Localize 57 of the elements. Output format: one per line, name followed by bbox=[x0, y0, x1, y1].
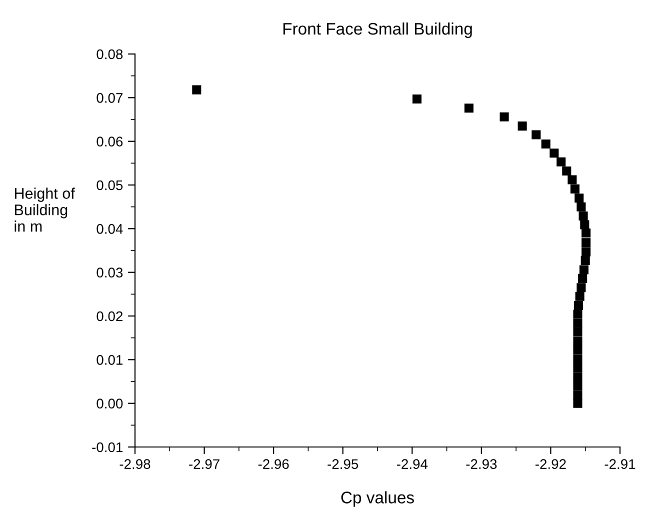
point bbox=[192, 85, 202, 94]
point bbox=[573, 318, 582, 328]
point bbox=[580, 220, 590, 230]
x-tick-label: -2.92 bbox=[536, 459, 566, 470]
x-tick-label: -2.98 bbox=[120, 459, 150, 470]
y-tick-label: 0.00 bbox=[96, 398, 123, 409]
point bbox=[573, 354, 582, 364]
point bbox=[578, 211, 588, 221]
point bbox=[568, 175, 577, 184]
x-tick-label: -2.94 bbox=[396, 459, 428, 470]
point bbox=[573, 310, 582, 319]
point bbox=[579, 265, 588, 274]
y-tick-label: 0.05 bbox=[96, 180, 123, 190]
chart-title: Front Face Small Building bbox=[283, 22, 472, 38]
point bbox=[573, 363, 582, 372]
point bbox=[582, 247, 591, 256]
y-tick-label: 0.04 bbox=[96, 224, 123, 234]
x-axis-title: Cp values bbox=[341, 491, 414, 507]
point bbox=[576, 202, 586, 212]
x-tick-label: -2.96 bbox=[258, 459, 289, 470]
point bbox=[573, 328, 582, 337]
point bbox=[556, 157, 566, 166]
point bbox=[582, 228, 591, 238]
y-tick-label: 0.06 bbox=[96, 136, 123, 147]
y-tick-label: -0.01 bbox=[92, 442, 123, 452]
y-tick-label: 0.02 bbox=[96, 311, 122, 322]
y-tick-label: 0.03 bbox=[96, 268, 123, 278]
y-tick-label: 0.01 bbox=[96, 355, 123, 365]
point bbox=[573, 346, 582, 355]
x-tick-label: -2.95 bbox=[328, 459, 358, 470]
point bbox=[576, 283, 586, 292]
point bbox=[574, 301, 583, 310]
point bbox=[412, 94, 422, 104]
y-axis-title: Height of Building in m bbox=[14, 188, 75, 232]
point bbox=[464, 104, 474, 113]
point bbox=[518, 122, 527, 131]
point bbox=[532, 130, 541, 140]
point bbox=[582, 238, 591, 248]
point bbox=[562, 166, 572, 176]
point bbox=[578, 274, 588, 283]
x-tick-label: -2.93 bbox=[466, 459, 497, 470]
point bbox=[570, 184, 580, 194]
point bbox=[573, 398, 582, 408]
point bbox=[574, 194, 584, 203]
x-tick-label: -2.97 bbox=[189, 459, 220, 470]
point bbox=[500, 112, 509, 122]
point bbox=[575, 292, 584, 301]
y-tick-label: 0.07 bbox=[96, 93, 122, 103]
point bbox=[573, 381, 582, 390]
point bbox=[573, 336, 582, 346]
point bbox=[573, 372, 582, 382]
point bbox=[541, 139, 550, 148]
point bbox=[580, 256, 590, 266]
x-tick-label: -2.91 bbox=[604, 459, 636, 470]
point bbox=[550, 148, 559, 158]
y-tick-label: 0.08 bbox=[96, 49, 123, 60]
point bbox=[573, 390, 582, 400]
